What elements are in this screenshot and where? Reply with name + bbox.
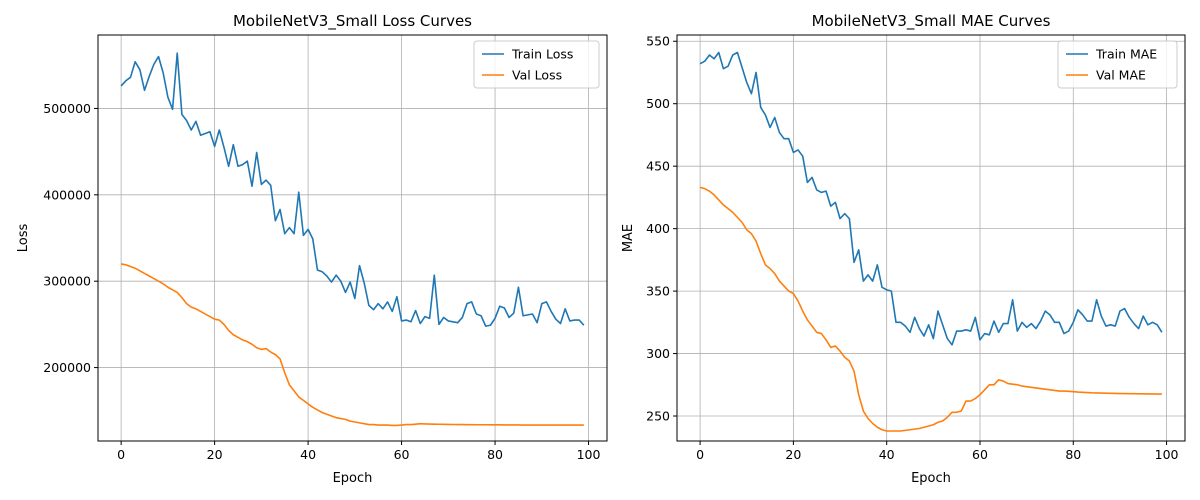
mae-xtick-label-2: 40 <box>879 447 895 462</box>
mae-xtick-label-3: 60 <box>972 447 988 462</box>
mae-series-0-line <box>699 51 1163 346</box>
loss-legend-label-0: Train Loss <box>511 47 573 62</box>
mae-chart-xlabel: Epoch <box>911 471 951 486</box>
loss-plot-area: 0 20 40 60 80 100 200000 300000 400000 500000 Trai… <box>43 34 608 462</box>
mae-chart-title: MobileNetV3_Small MAE Curves <box>812 12 1051 31</box>
mae-chart: MobileNetV3_Small MAE Curves Epoch MAE 0… <box>621 12 1186 486</box>
mae-legend-label-1: Val MAE <box>1096 68 1146 83</box>
mae-legend: Train MAE Val MAE <box>1057 40 1178 89</box>
mae-xtick-label-4: 80 <box>1065 447 1081 462</box>
mae-legend-box <box>1057 40 1178 89</box>
mae-plot-area: 0 20 40 60 80 100 250 300 350 400 450 500 550 Train M… <box>646 34 1186 462</box>
loss-ytick-label-3: 500000 <box>43 101 91 116</box>
loss-xtick-label-2: 40 <box>300 447 316 462</box>
loss-xtick-label-3: 60 <box>394 447 410 462</box>
loss-xtick-label-1: 20 <box>207 447 223 462</box>
loss-legend-label-1: Val Loss <box>512 68 562 83</box>
mae-ytick-label-2: 350 <box>646 284 670 299</box>
mae-chart-ylabel: MAE <box>621 224 636 252</box>
mae-axes-frame <box>676 34 1186 442</box>
loss-ytick-label-1: 300000 <box>43 274 91 289</box>
loss-chart: MobileNetV3_Small Loss Curves Epoch Loss… <box>16 12 608 486</box>
loss-ytick-label-0: 200000 <box>43 360 91 375</box>
loss-chart-title: MobileNetV3_Small Loss Curves <box>233 12 472 31</box>
mae-ytick-label-0: 250 <box>646 409 670 424</box>
loss-xtick-label-0: 0 <box>117 447 125 462</box>
loss-legend-box <box>473 40 600 89</box>
loss-xtick-label-5: 100 <box>577 447 601 462</box>
mae-xtick-label-0: 0 <box>696 447 704 462</box>
mae-ytick-label-1: 300 <box>646 346 670 361</box>
mae-ytick-label-6: 550 <box>646 34 670 49</box>
loss-series-0-line <box>120 52 585 327</box>
mae-ytick-label-5: 500 <box>646 96 670 111</box>
mae-series-1-line <box>699 186 1162 432</box>
loss-chart-ylabel: Loss <box>16 224 31 253</box>
loss-axes-frame <box>97 34 608 442</box>
loss-chart-xlabel: Epoch <box>333 471 373 486</box>
loss-xtick-label-4: 80 <box>487 447 503 462</box>
mae-legend-label-0: Train MAE <box>1095 47 1157 62</box>
loss-ytick-label-2: 400000 <box>43 187 91 202</box>
mae-xtick-label-1: 20 <box>785 447 801 462</box>
mae-ytick-label-3: 400 <box>646 221 670 236</box>
loss-series-1-line <box>120 263 584 427</box>
mae-ytick-label-4: 450 <box>646 159 670 174</box>
loss-legend: Train Loss Val Loss <box>473 40 600 89</box>
mae-xtick-label-5: 100 <box>1155 447 1179 462</box>
